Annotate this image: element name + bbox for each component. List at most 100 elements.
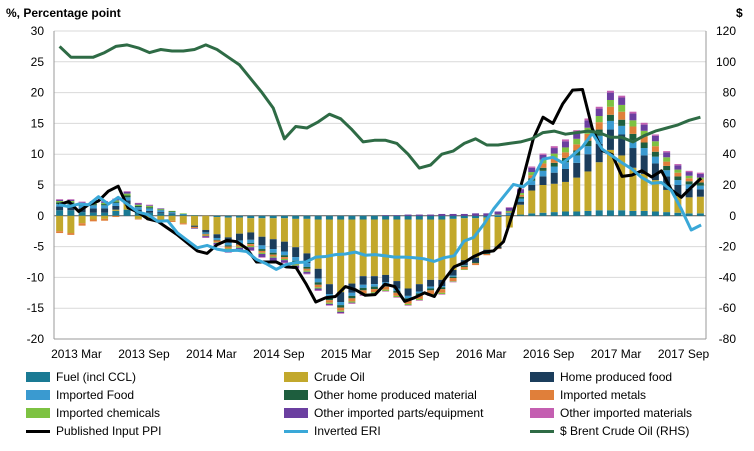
bar-segment — [618, 111, 626, 120]
bar-segment — [640, 124, 648, 131]
bar-segment — [460, 218, 468, 261]
stacked-bars — [56, 90, 704, 314]
bar-segment — [651, 146, 659, 152]
bar-segment — [629, 120, 637, 127]
bar-segment — [269, 257, 277, 261]
bar-segment — [505, 215, 513, 216]
bar-segment — [101, 215, 109, 219]
bar-segment — [168, 212, 176, 214]
bar-segment — [78, 212, 86, 216]
y-tick-label: 15 — [31, 116, 45, 130]
bar-segment — [247, 218, 255, 233]
bar-segment — [595, 106, 603, 109]
bar-segment — [696, 173, 704, 178]
bar-segment — [438, 292, 446, 295]
bar-segment — [325, 284, 333, 295]
bar-segment — [517, 201, 525, 205]
y-tick-label: 25 — [31, 55, 45, 69]
bar-segment — [606, 120, 614, 130]
bar-segment — [438, 289, 446, 293]
bar-segment — [382, 219, 390, 275]
bar-segment — [280, 257, 288, 259]
bar-segment — [663, 165, 671, 171]
legend-swatch — [284, 429, 308, 433]
bar-segment — [247, 247, 255, 251]
bar-segment — [573, 162, 581, 178]
legend-label: Other home produced material — [314, 388, 477, 402]
bar-segment — [191, 215, 199, 216]
bar-segment — [56, 210, 64, 216]
bar-segment — [651, 151, 659, 157]
bar-segment — [640, 122, 648, 125]
x-tick-label: 2013 Sep — [118, 347, 170, 361]
bar-segment — [370, 284, 378, 287]
bar-segment — [494, 217, 502, 247]
bar-segment — [606, 210, 614, 216]
bar-segment — [247, 250, 255, 251]
bar-segment — [213, 242, 221, 243]
bar-segment — [595, 116, 603, 123]
y2-tick-label: -40 — [719, 270, 737, 284]
bar-segment — [629, 167, 637, 211]
bar-segment — [101, 205, 109, 209]
bar-segment — [595, 210, 603, 216]
x-tick-label: 2016 Sep — [523, 347, 575, 361]
legend-item: Inverted ERI — [284, 423, 530, 439]
bar-segment — [134, 203, 142, 205]
bar-segment — [438, 287, 446, 290]
bar-segment — [438, 213, 446, 216]
bar-segment — [651, 156, 659, 164]
bar-segment — [303, 218, 311, 254]
bar-segment — [337, 292, 345, 303]
y2-tick-label: 60 — [723, 116, 737, 130]
bar-segment — [393, 292, 401, 296]
bar-segment — [213, 215, 221, 218]
bar-segment — [213, 237, 221, 240]
bar-segment — [101, 218, 109, 221]
bar-segment — [56, 231, 64, 234]
bar-segment — [303, 253, 311, 264]
bar-segment — [528, 180, 536, 185]
bar-segment — [651, 135, 659, 142]
bar-segment — [258, 245, 266, 250]
bar-segment — [505, 212, 513, 214]
bar-segment — [415, 291, 423, 294]
bar-segment — [235, 233, 243, 241]
bar-segment — [606, 106, 614, 115]
bar-segment — [269, 218, 277, 240]
bar-segment — [393, 215, 401, 216]
bar-segment — [235, 244, 243, 247]
bar-segment — [67, 206, 75, 211]
bar-segment — [674, 185, 682, 197]
bar-segment — [528, 167, 536, 173]
bar-segment — [505, 213, 513, 216]
bar-segment — [685, 178, 693, 182]
legend-label: Imported Food — [56, 388, 135, 402]
y2-tick-label: 20 — [723, 178, 737, 192]
legend-swatch — [530, 429, 554, 433]
bar-segment — [314, 287, 322, 289]
bar-segment — [303, 271, 311, 274]
series-line — [58, 131, 702, 271]
bar-segment — [685, 175, 693, 179]
bar-segment — [651, 134, 659, 136]
bar-segment — [505, 207, 513, 211]
bar-segment — [382, 290, 390, 292]
bar-segment — [472, 218, 480, 258]
bar-segment — [89, 204, 97, 206]
legend-item: Imported Food — [26, 387, 284, 403]
bar-segment — [640, 155, 648, 174]
legend-label: Home produced food — [560, 370, 673, 384]
bar-segment — [595, 108, 603, 117]
bar-segment — [134, 218, 142, 220]
bar-segment — [224, 217, 232, 238]
y-tick-label: 5 — [37, 178, 44, 192]
bar-segment — [224, 245, 232, 247]
bar-segment — [663, 212, 671, 216]
bar-segment — [483, 253, 491, 256]
bar-segment — [517, 198, 525, 202]
bar-segment — [314, 282, 322, 285]
bar-segment — [415, 219, 423, 285]
bar-segment — [269, 215, 277, 219]
